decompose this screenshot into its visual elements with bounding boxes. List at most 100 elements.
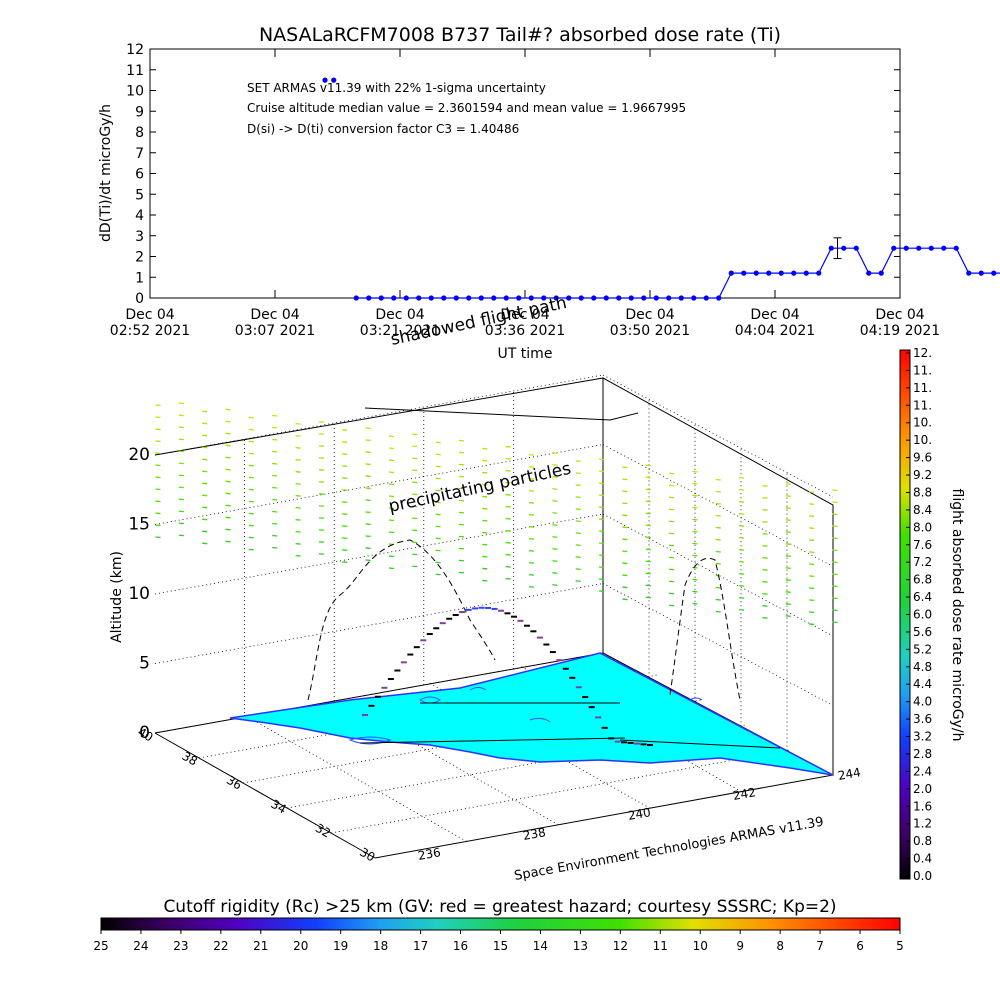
data-point — [841, 245, 847, 251]
particle-mark — [295, 554, 301, 557]
particle-mark — [155, 416, 161, 419]
particle-mark — [669, 508, 675, 511]
x-tick-time: 03:36 2021 — [485, 323, 565, 339]
y-tick-label: 2 — [135, 250, 144, 266]
y-tick-label: 9 — [135, 104, 144, 120]
particle-mark — [622, 562, 628, 565]
particle-mark — [809, 587, 815, 590]
particle-mark — [178, 426, 184, 429]
particle-mark — [225, 456, 231, 459]
particle-mark — [365, 463, 371, 466]
particle-mark — [715, 598, 721, 601]
particle-mark — [575, 568, 581, 571]
x-tick-date: Dec 04 — [375, 307, 424, 323]
particle-mark — [435, 465, 441, 468]
particle-mark — [762, 497, 768, 499]
particle-mark — [762, 617, 768, 619]
particle-mark — [832, 549, 838, 552]
particle-mark — [622, 502, 628, 505]
data-point — [853, 245, 859, 251]
particle-mark — [669, 520, 675, 523]
y-tick-label: 1 — [135, 270, 144, 286]
colorbar-bottom-tick-label: 23 — [173, 939, 188, 953]
particle-mark — [318, 505, 324, 507]
particle-mark — [388, 567, 395, 570]
x-tick-date: Dec 04 — [875, 307, 924, 323]
particle-mark — [435, 501, 441, 504]
particle-mark — [178, 450, 184, 453]
particle-mark — [412, 493, 418, 496]
data-point — [866, 270, 872, 276]
particle-mark — [365, 451, 371, 454]
particle-mark — [482, 447, 488, 450]
particle-mark — [458, 451, 465, 454]
particle-mark — [762, 533, 768, 535]
particle-mark — [528, 538, 535, 540]
particle-mark — [458, 475, 465, 478]
data-point — [791, 270, 797, 276]
shadow-path-left-wall — [307, 539, 496, 701]
particle-mark — [178, 402, 184, 405]
annotation-precipitating-particles: precipitating particles — [387, 459, 573, 517]
colorbar-right-tick-label: 6.4 — [913, 590, 932, 604]
series-line — [356, 247, 1000, 299]
particle-mark — [645, 464, 651, 467]
z-axis-label: Altitude (km) — [109, 551, 125, 643]
particle-mark — [739, 548, 745, 551]
particle-mark — [272, 462, 278, 465]
particle-mark — [202, 446, 208, 449]
particle-mark — [552, 560, 558, 562]
particle-mark — [342, 429, 348, 431]
colorbar-bottom-tick-label: 20 — [293, 939, 308, 953]
particle-mark — [715, 478, 721, 481]
shadow-path-right-wall — [669, 557, 741, 701]
particle-mark — [412, 553, 418, 556]
particle-mark — [505, 517, 511, 520]
x-tick-time: 03:50 2021 — [610, 323, 690, 339]
particle-mark — [528, 490, 535, 492]
particle-mark — [528, 574, 535, 576]
particle-mark — [318, 469, 324, 471]
particle-mark — [739, 488, 745, 491]
colorbar-bottom — [100, 917, 901, 931]
particle-mark — [528, 586, 535, 588]
particle-mark — [202, 470, 208, 473]
particle-mark — [505, 577, 511, 580]
particle-mark — [692, 578, 698, 581]
colorbar-right-tick-label: 8.0 — [913, 520, 932, 534]
colorbar-right-tick-label: 0.8 — [913, 834, 932, 848]
particle-mark — [669, 556, 675, 559]
particle-mark — [739, 524, 745, 527]
particle-mark — [645, 596, 651, 599]
colorbar-right-tick-label: 5.2 — [913, 642, 932, 656]
particle-mark — [295, 530, 301, 533]
particle-mark — [598, 566, 605, 569]
particle-mark — [412, 565, 418, 568]
data-point — [416, 295, 422, 301]
particle-mark — [669, 568, 675, 571]
colorbar-bottom-tick-label: 24 — [133, 939, 148, 953]
x-tick-time: 03:21 2021 — [360, 323, 440, 339]
particle-mark — [225, 468, 231, 471]
particle-mark — [295, 446, 301, 449]
particle-mark — [739, 512, 745, 515]
particle-mark — [248, 524, 254, 527]
particle-mark — [715, 526, 721, 529]
particle-mark — [785, 555, 791, 557]
particle-mark — [809, 563, 815, 566]
particle-mark — [202, 506, 208, 509]
particle-mark — [809, 515, 815, 518]
particle-mark — [552, 548, 558, 550]
lon-tick-label: 236 — [417, 845, 442, 863]
colorbar-right-tick-label: 10. — [913, 433, 932, 447]
data-point — [891, 245, 897, 251]
lon-tick-label: 240 — [627, 805, 652, 823]
colorbar-bottom-tick-label: 25 — [93, 939, 108, 953]
data-point — [903, 245, 909, 251]
data-point — [816, 270, 822, 276]
data-point — [728, 270, 734, 276]
particle-mark — [295, 518, 301, 521]
particle-mark — [482, 531, 488, 534]
lat-tick-label: 30 — [357, 845, 377, 865]
